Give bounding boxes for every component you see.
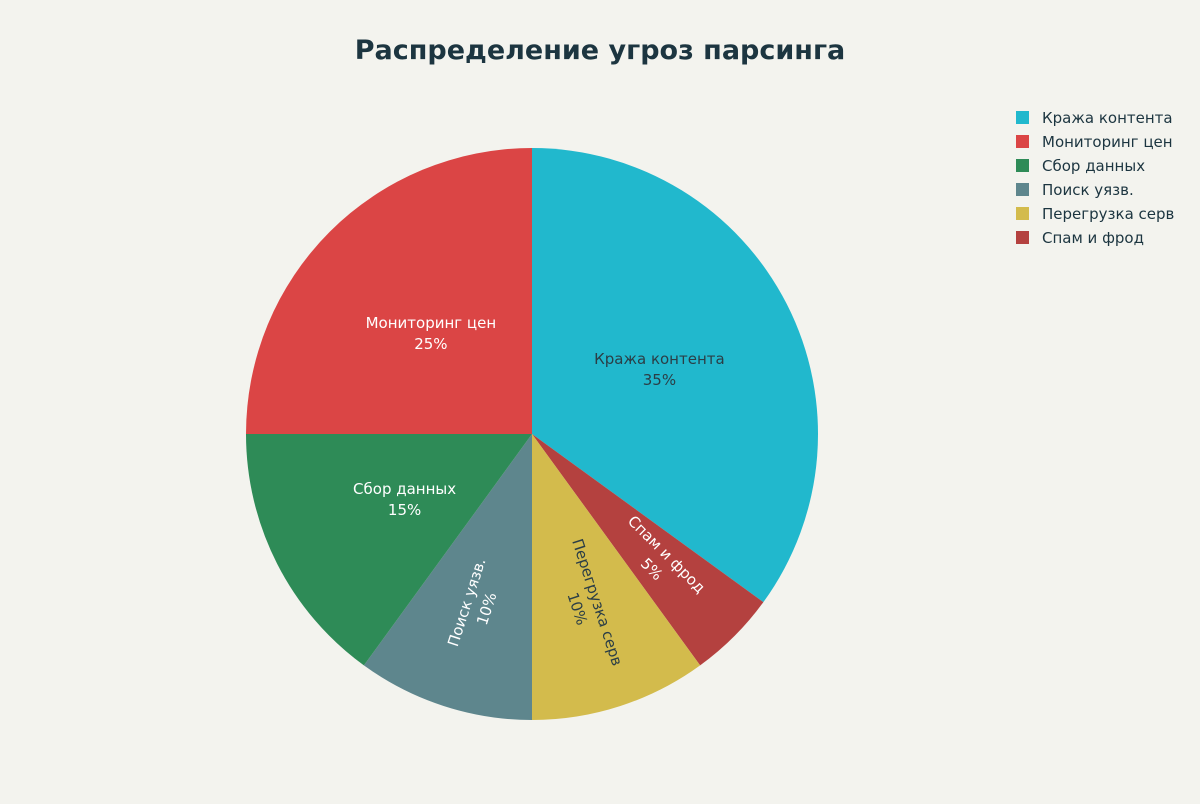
legend-swatch-0[interactable]	[1016, 111, 1029, 124]
pie-slice-0[interactable]	[532, 148, 819, 603]
pie-label-percent: 15%	[388, 501, 421, 519]
pie-label-percent: 25%	[414, 335, 447, 353]
legend-swatch-4[interactable]	[1016, 207, 1029, 220]
pie-slice-3[interactable]	[363, 434, 532, 720]
legend-label-3[interactable]: Поиск уязв.	[1042, 181, 1134, 199]
pie-label-4: Сбор данных 15%	[353, 480, 456, 519]
legend: Кража контента Мониторинг цен Сбор данных П…	[1016, 109, 1174, 247]
pie-slice-1[interactable]	[532, 434, 764, 666]
pie-slice-2[interactable]	[532, 434, 701, 720]
legend-label-0[interactable]: Кража контента	[1042, 109, 1173, 127]
legend-swatch-3[interactable]	[1016, 183, 1029, 196]
pie-label-name: Мониторинг цен	[366, 314, 497, 332]
legend-label-4[interactable]: Перегрузка серв	[1042, 205, 1174, 223]
pie-label-name: Кража контента	[594, 350, 725, 368]
pie-slice-5[interactable]	[246, 148, 532, 434]
pie-slice-4[interactable]	[246, 434, 532, 666]
pie-label-5: Мониторинг цен 25%	[366, 314, 497, 353]
legend-label-2[interactable]: Сбор данных	[1042, 157, 1145, 175]
legend-label-1[interactable]: Мониторинг цен	[1042, 133, 1173, 151]
legend-swatch-1[interactable]	[1016, 135, 1029, 148]
legend-label-5[interactable]: Спам и фрод	[1042, 229, 1144, 247]
chart-title: Распределение угроз парсинга	[355, 35, 846, 66]
pie-slices	[246, 148, 819, 720]
legend-swatch-5[interactable]	[1016, 231, 1029, 244]
pie-label-name: Сбор данных	[353, 480, 456, 498]
legend-swatch-2[interactable]	[1016, 159, 1029, 172]
pie-label-percent: 35%	[643, 371, 676, 389]
pie-label-0: Кража контента 35%	[594, 350, 725, 389]
